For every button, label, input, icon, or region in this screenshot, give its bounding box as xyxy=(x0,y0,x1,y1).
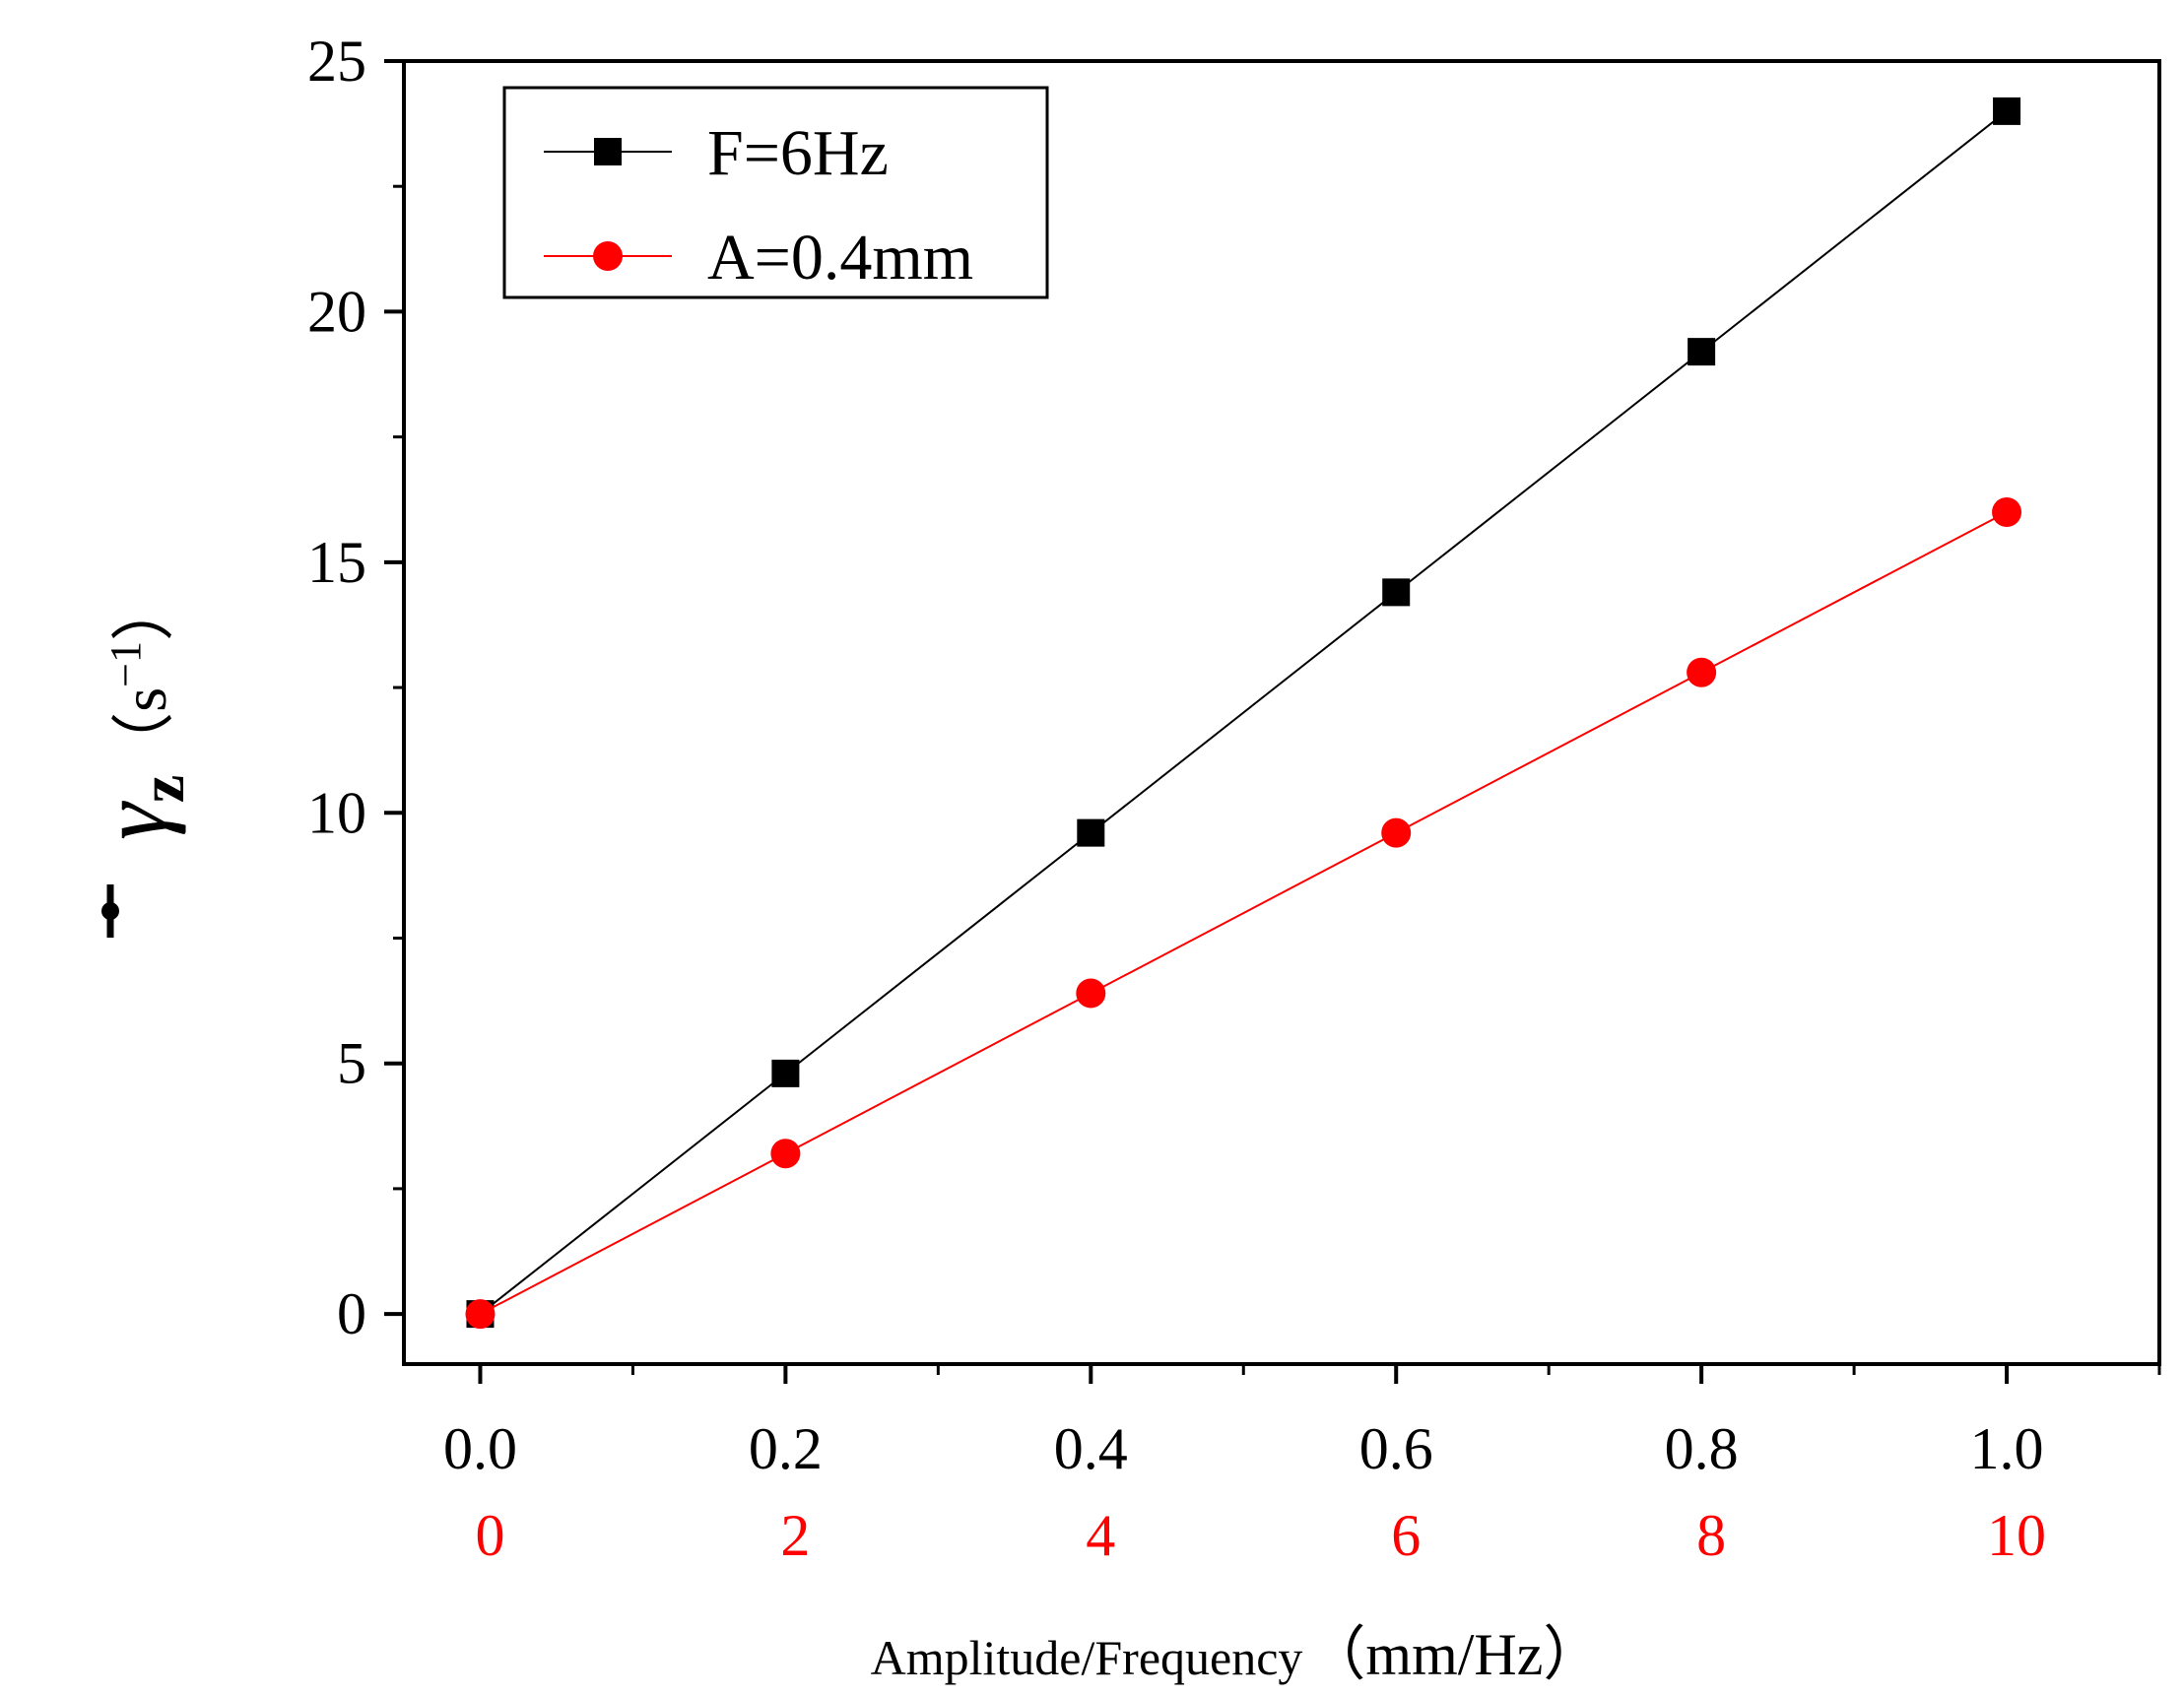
x-tick-label: 0.6 xyxy=(1359,1416,1433,1481)
y-axis-label-symbol: γ xyxy=(81,801,186,840)
series-2-point xyxy=(465,1299,496,1330)
x-tick-label: 0.8 xyxy=(1665,1416,1739,1481)
y-axis-label-unit-close: ） xyxy=(109,578,179,641)
y-axis-label-unit-exp: −1 xyxy=(101,641,150,687)
series-2-line xyxy=(480,511,2008,1316)
secondary-x-tick-label: 6 xyxy=(1391,1503,1421,1568)
x-tick-label: 1.0 xyxy=(1970,1416,2044,1481)
y-tick-label: 0 xyxy=(337,1281,366,1346)
series-1-point xyxy=(771,1059,800,1087)
y-tick-label: 20 xyxy=(307,279,366,344)
series-2-point xyxy=(1992,496,2022,527)
x-tick-label: 0.2 xyxy=(749,1416,823,1481)
series-2-point xyxy=(1687,657,1717,687)
secondary-x-tick-label: 4 xyxy=(1086,1503,1115,1568)
secondary-x-tick-label: 8 xyxy=(1696,1503,1726,1568)
plot-frame xyxy=(402,59,2161,1366)
y-axis-label: γz（s−1） xyxy=(81,578,197,938)
legend-label-series-2: A=0.4mm xyxy=(707,222,973,294)
legend: F=6Hz A=0.4mm xyxy=(502,86,1049,299)
x-axis-label-unit: （mm/Hz） xyxy=(1306,1622,1602,1687)
x-axis-label-text: Amplitude/Frequency xyxy=(871,1630,1303,1685)
x-tick-label: 0.4 xyxy=(1054,1416,1128,1481)
legend-marker-series-2 xyxy=(593,241,623,271)
x-axis-label: Amplitude/Frequency （mm/Hz） xyxy=(871,1622,1603,1687)
secondary-x-tick-label: 0 xyxy=(475,1503,504,1568)
series-2-point xyxy=(1381,817,1412,848)
series-2-point xyxy=(770,1139,801,1169)
y-tick-label: 25 xyxy=(307,29,366,94)
y-axis-label-subscript: z xyxy=(127,775,197,803)
y-axis-label-unit-open: （s xyxy=(109,687,179,775)
series-1-point xyxy=(1993,97,2021,125)
series-1-point xyxy=(1688,338,1716,366)
y-tick-label: 10 xyxy=(307,780,366,845)
series-1 xyxy=(466,97,2021,1329)
y-axis-label-overdot xyxy=(101,902,119,920)
legend-marker-series-1 xyxy=(594,138,622,165)
y-tick-label: 15 xyxy=(307,530,366,595)
series-1-point xyxy=(1382,578,1411,607)
secondary-x-tick-label: 10 xyxy=(1987,1503,2046,1568)
series-2-point xyxy=(1076,978,1106,1009)
svg-text:γz（s−1）: γz（s−1） xyxy=(81,578,197,840)
legend-label-series-1: F=6Hz xyxy=(707,117,889,189)
plot-area xyxy=(402,59,2161,1366)
x-tick-label: 0.0 xyxy=(443,1416,517,1481)
axis-ticks: 0 5 10 15 20 25 0.0 0 0.2 2 0.4 4 0.6 6 0.8 8 1.0 10 xyxy=(307,29,2161,1568)
secondary-x-tick-label: 2 xyxy=(780,1503,810,1568)
series-1-line xyxy=(479,110,2008,1315)
series-2 xyxy=(465,496,2022,1330)
y-tick-label: 5 xyxy=(337,1031,366,1096)
series-1-point xyxy=(1077,818,1105,847)
data-series xyxy=(465,97,2022,1330)
